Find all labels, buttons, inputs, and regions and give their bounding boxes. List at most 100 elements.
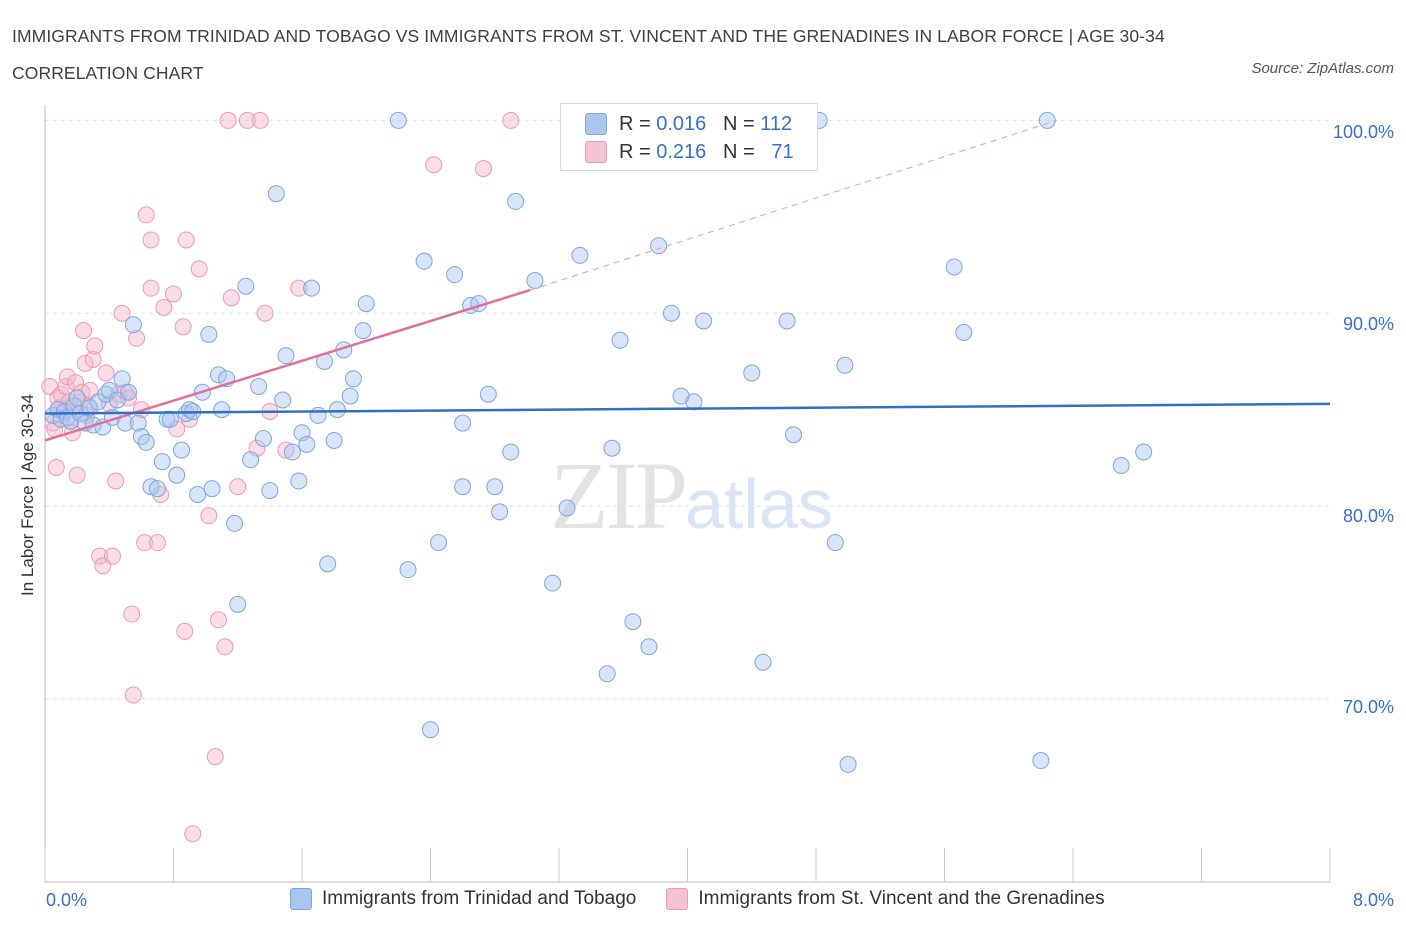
point-trinidad (344, 370, 362, 388)
point-stvincent (76, 354, 94, 372)
point-stvincent (290, 279, 308, 297)
point-trinidad (189, 485, 207, 503)
point-trinidad (319, 555, 337, 573)
watermark: ZIPatlas (550, 440, 833, 551)
point-trinidad (209, 366, 227, 384)
point-trinidad (298, 435, 316, 453)
point-stvincent (142, 279, 160, 297)
point-stvincent (155, 298, 173, 316)
point-stvincent (75, 322, 93, 340)
point-trinidad (325, 431, 343, 449)
point-trinidad (277, 347, 295, 365)
point-trinidad (624, 613, 642, 631)
point-stvincent (206, 748, 224, 766)
point-stvincent (136, 534, 154, 552)
point-stvincent (177, 231, 195, 249)
point-stvincent (123, 605, 141, 623)
legend-n-label: N = (722, 112, 755, 135)
point-trinidad (328, 401, 346, 419)
point-trinidad (640, 638, 658, 656)
point-stvincent (142, 231, 160, 249)
y-tick-label-70: 70.0% (1342, 697, 1394, 717)
point-trinidad (137, 433, 155, 451)
point-stvincent (475, 160, 493, 178)
series-legend-label: Immigrants from Trinidad and Tobago (322, 888, 637, 909)
legend-n-label: N = (722, 140, 755, 163)
series-legend-item-stvincent[interactable]: Immigrants from St. Vincent and the Gren… (666, 888, 1105, 910)
point-trinidad (486, 478, 504, 496)
point-trinidad (502, 443, 520, 461)
series-swatch-pink (666, 888, 689, 910)
point-stvincent (251, 111, 269, 129)
point-trinidad (422, 721, 439, 739)
point-trinidad (229, 595, 247, 613)
point-trinidad (1112, 457, 1130, 475)
point-trinidad (611, 331, 629, 349)
legend-n-value: 112 (760, 112, 793, 135)
point-trinidad (290, 472, 308, 490)
point-trinidad (161, 410, 179, 428)
trend-line-trinidad (44, 402, 1331, 415)
point-trinidad (526, 271, 544, 289)
point-trinidad (237, 277, 255, 295)
chart-title: IMMIGRANTS FROM TRINIDAD AND TOBAGO VS I… (12, 26, 1165, 83)
point-trinidad (1032, 752, 1050, 770)
series-legend: Immigrants from Trinidad and Tobago Immi… (290, 888, 1135, 910)
legend-r-label: R = (619, 112, 651, 135)
point-stvincent (137, 206, 155, 224)
y-tick-label-100: 100.0% (1332, 122, 1394, 142)
point-stvincent (238, 111, 256, 129)
point-trinidad (203, 480, 221, 498)
point-stvincent (222, 289, 240, 307)
y-tick-label-90: 90.0% (1342, 314, 1394, 334)
point-trinidad (142, 478, 160, 496)
point-trinidad (148, 480, 166, 498)
point-stvincent (81, 381, 99, 399)
point-trinidad (274, 391, 292, 409)
point-trinidad (544, 574, 562, 592)
point-trinidad (945, 258, 963, 276)
point-trinidad (558, 499, 576, 517)
point-stvincent (103, 547, 121, 565)
x-tick-label-max: 8.0% (1352, 890, 1394, 910)
y-axis-label: In Labor Force | Age 30-34 (18, 394, 37, 596)
point-trinidad (650, 237, 668, 255)
point-stvincent (184, 825, 202, 843)
point-trinidad (430, 534, 448, 552)
correlation-legend: R = 0.016 N = 112 R = 0.216 N = 71 (560, 103, 818, 171)
trend-extension-stvincent (529, 119, 1058, 291)
point-trinidad (571, 246, 589, 264)
point-trinidad (153, 453, 171, 471)
point-stvincent (113, 304, 131, 322)
point-trinidad (354, 322, 372, 340)
point-trinidad (743, 364, 761, 382)
point-trinidad (261, 482, 279, 500)
point-trinidad (399, 561, 417, 579)
point-trinidad (754, 653, 772, 671)
point-trinidad (303, 279, 321, 297)
point-trinidad (785, 426, 803, 444)
point-trinidad (309, 406, 327, 424)
point-stvincent (68, 466, 86, 484)
point-trinidad (836, 356, 854, 374)
point-stvincent (148, 534, 166, 552)
watermark-atlas: atlas (685, 465, 833, 543)
point-trinidad (120, 383, 138, 401)
series-legend-item-trinidad[interactable]: Immigrants from Trinidad and Tobago (290, 888, 636, 910)
x-tick-label-min: 0.0% (46, 890, 88, 910)
legend-swatch-blue (585, 113, 607, 135)
point-stvincent (256, 304, 274, 322)
point-trinidad (1038, 111, 1056, 129)
point-stvincent (200, 507, 218, 525)
point-trinidad (491, 503, 509, 521)
point-trinidad (446, 266, 464, 284)
point-trinidad (168, 466, 186, 484)
point-stvincent (128, 329, 146, 347)
point-trinidad (124, 316, 142, 334)
point-trinidad (479, 385, 497, 403)
point-trinidad (826, 534, 844, 552)
point-trinidad (242, 451, 260, 469)
point-trinidad (454, 414, 472, 432)
point-trinidad (129, 414, 147, 432)
point-stvincent (165, 285, 182, 303)
